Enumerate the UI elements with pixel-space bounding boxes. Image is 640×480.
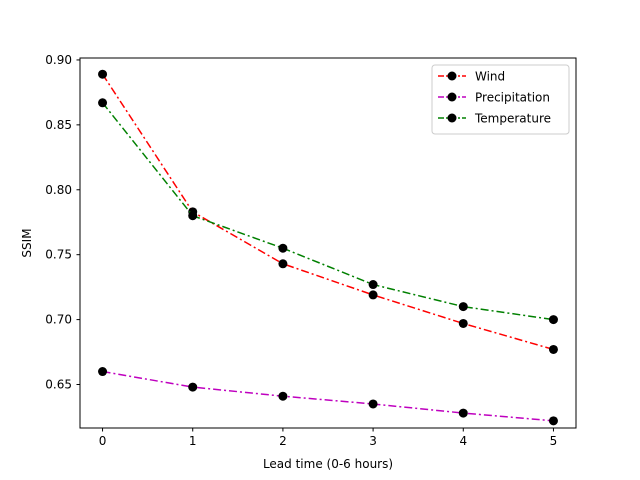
data-point-precipitation <box>368 399 378 409</box>
data-point-precipitation <box>278 391 288 401</box>
y-tick-label: 0.85 <box>45 118 72 132</box>
legend-box <box>431 64 570 135</box>
plot-frame <box>79 57 577 429</box>
series-layer <box>98 69 558 426</box>
data-point-temperature <box>98 98 108 108</box>
data-point-temperature <box>368 280 378 290</box>
data-point-temperature <box>278 243 288 253</box>
x-tick-label: 2 <box>279 434 287 448</box>
y-axis: 0.65 0.70 0.75 0.80 0.85 0.90 <box>45 53 80 392</box>
x-tick-label: 5 <box>550 434 558 448</box>
data-point-wind <box>548 344 558 354</box>
series-line-precipitation <box>102 370 554 422</box>
legend: Wind Precipitation Temperature <box>431 64 570 135</box>
data-point-precipitation <box>188 382 198 392</box>
x-tick-label: 3 <box>369 434 377 448</box>
x-tick-label: 0 <box>99 434 107 448</box>
data-point-wind <box>368 290 378 300</box>
legend-marker <box>447 113 457 123</box>
data-point-temperature <box>188 211 198 221</box>
legend-label: Precipitation <box>475 91 550 105</box>
legend-marker <box>447 71 457 81</box>
data-point-wind <box>458 318 468 328</box>
legend-label: Temperature <box>474 112 551 126</box>
data-point-wind <box>98 69 108 79</box>
y-axis-label: SSIM <box>20 228 34 257</box>
data-point-precipitation <box>98 367 108 377</box>
x-axis-label: Lead time (0-6 hours) <box>263 457 393 471</box>
x-tick-label: 4 <box>459 434 467 448</box>
legend-label: Wind <box>475 70 505 84</box>
series-line-wind <box>101 73 554 351</box>
y-tick-label: 0.90 <box>45 53 72 67</box>
x-tick-label: 1 <box>189 434 197 448</box>
y-tick-label: 0.70 <box>45 313 72 327</box>
data-point-temperature <box>548 315 558 325</box>
data-point-temperature <box>458 302 468 312</box>
x-axis: 0 1 2 3 4 5 <box>99 428 558 448</box>
legend-marker <box>447 92 457 102</box>
y-tick-label: 0.75 <box>45 248 72 262</box>
y-tick-label: 0.65 <box>45 378 72 392</box>
y-tick-label: 0.80 <box>45 183 72 197</box>
data-point-wind <box>278 259 288 269</box>
data-point-precipitation <box>548 416 558 426</box>
data-point-precipitation <box>458 408 468 418</box>
series-line-temperature <box>101 102 554 321</box>
